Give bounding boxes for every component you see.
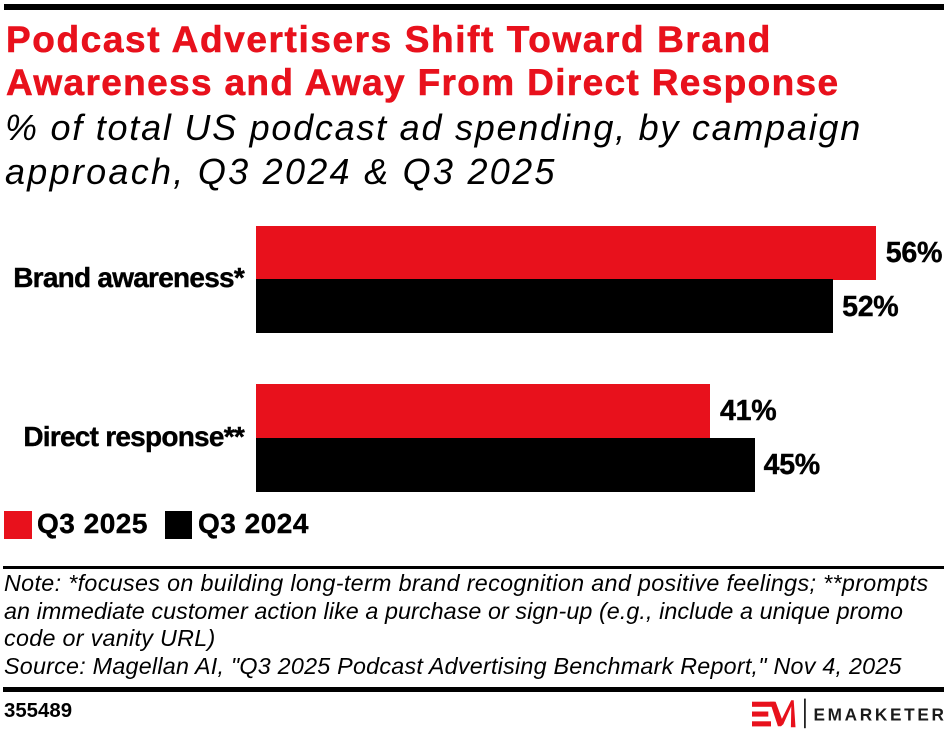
svg-text:EMARKETER: EMARKETER [814,705,947,725]
